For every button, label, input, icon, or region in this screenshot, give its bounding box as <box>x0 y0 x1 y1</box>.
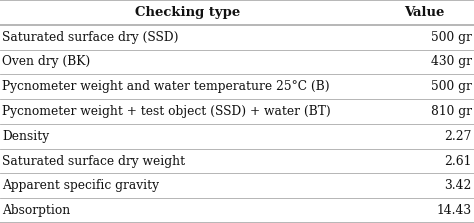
Text: 2.27: 2.27 <box>444 130 472 143</box>
Text: Absorption: Absorption <box>2 204 71 217</box>
Text: Apparent specific gravity: Apparent specific gravity <box>2 179 159 192</box>
Text: Value: Value <box>404 6 445 19</box>
Text: 3.42: 3.42 <box>444 179 472 192</box>
Text: 2.61: 2.61 <box>444 155 472 167</box>
Text: 500 gr: 500 gr <box>431 80 472 93</box>
Text: Pycnometer weight and water temperature 25°C (B): Pycnometer weight and water temperature … <box>2 80 330 93</box>
Text: Saturated surface dry weight: Saturated surface dry weight <box>2 155 185 167</box>
Text: Saturated surface dry (SSD): Saturated surface dry (SSD) <box>2 31 179 44</box>
Text: Pycnometer weight + test object (SSD) + water (BT): Pycnometer weight + test object (SSD) + … <box>2 105 331 118</box>
Text: Density: Density <box>2 130 49 143</box>
Text: Oven dry (BK): Oven dry (BK) <box>2 56 91 68</box>
Text: 500 gr: 500 gr <box>431 31 472 44</box>
Text: Checking type: Checking type <box>135 6 240 19</box>
Text: 14.43: 14.43 <box>437 204 472 217</box>
Text: 430 gr: 430 gr <box>431 56 472 68</box>
Text: 810 gr: 810 gr <box>431 105 472 118</box>
